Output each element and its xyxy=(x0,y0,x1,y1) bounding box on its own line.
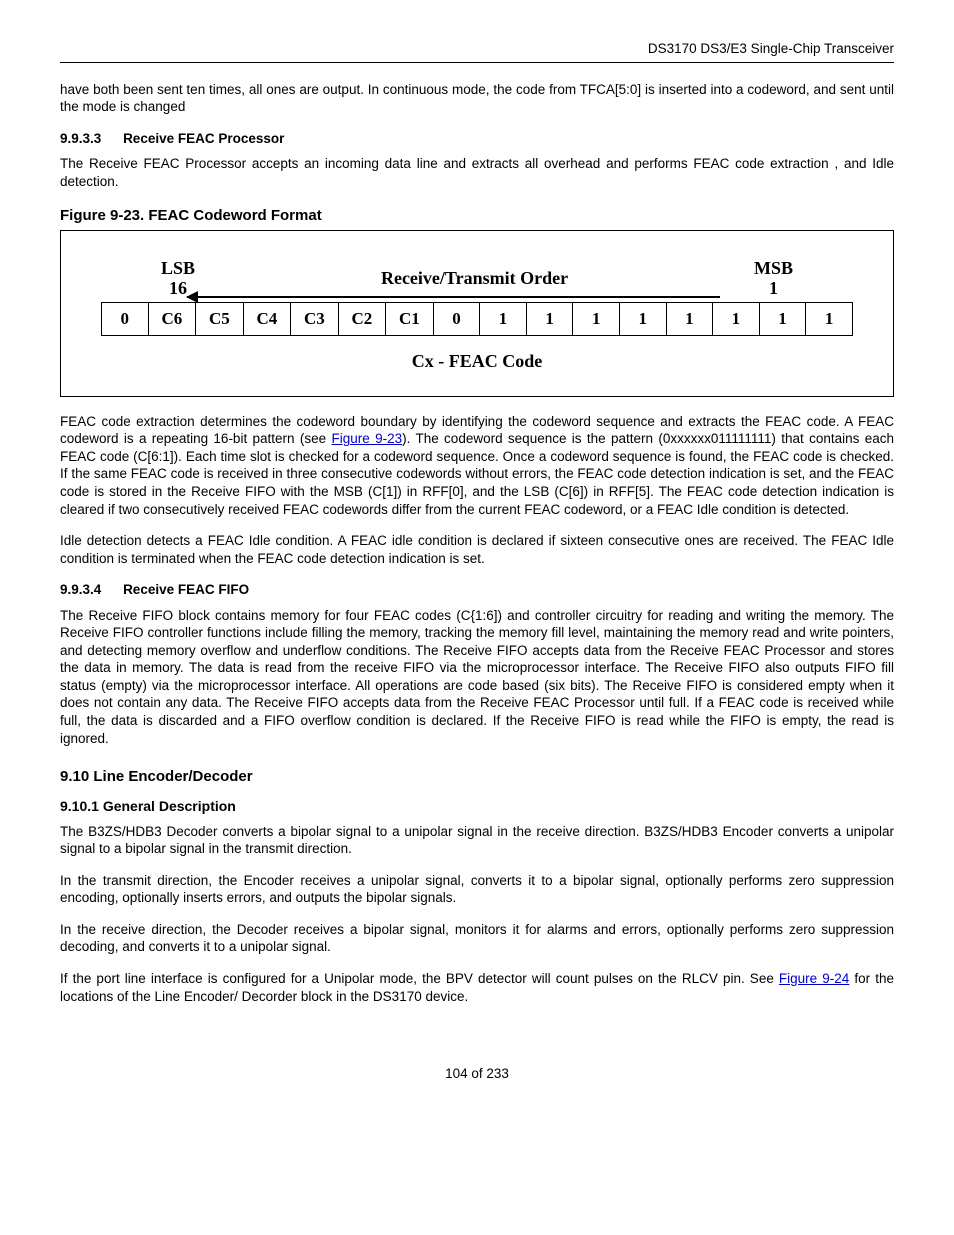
figure-top-labels: LSB 16 Receive/Transmit Order MSB 1 xyxy=(161,259,793,299)
bit-cell: 0 xyxy=(102,303,149,336)
figure-box: LSB 16 Receive/Transmit Order MSB 1 0C6C… xyxy=(60,230,894,397)
section-title: Receive FEAC Processor xyxy=(123,131,284,146)
page-footer: 104 of 233 xyxy=(60,1065,894,1083)
msb-text: MSB xyxy=(754,259,793,279)
bit-cell: 1 xyxy=(713,303,760,336)
bit-cell: C4 xyxy=(243,303,291,336)
page-header: DS3170 DS3/E3 Single-Chip Transceiver xyxy=(60,40,894,63)
section-number: 9.9.3.3 xyxy=(60,130,101,148)
bit-cell: 1 xyxy=(806,303,853,336)
bit-cell: C2 xyxy=(338,303,386,336)
bit-cell: C1 xyxy=(386,303,434,336)
bit-cell: C6 xyxy=(148,303,196,336)
bit-cell: 0 xyxy=(433,303,480,336)
arrow-icon xyxy=(187,296,720,298)
section-number: 9.9.3.4 xyxy=(60,581,101,599)
paragraph-9933: The Receive FEAC Processor accepts an in… xyxy=(60,155,894,190)
paragraph-9101b: In the transmit direction, the Encoder r… xyxy=(60,872,894,907)
msb-num: 1 xyxy=(754,279,793,299)
paragraph-9934: The Receive FIFO block contains memory f… xyxy=(60,607,894,747)
bit-cell: 1 xyxy=(526,303,573,336)
paragraph-idle: Idle detection detects a FEAC Idle condi… xyxy=(60,532,894,567)
bit-cell: 1 xyxy=(666,303,713,336)
figure-link-923[interactable]: Figure 9-23 xyxy=(332,431,403,446)
paragraph-9101c: In the receive direction, the Decoder re… xyxy=(60,921,894,956)
section-title: Receive FEAC FIFO xyxy=(123,582,249,597)
figure-title: Figure 9-23. FEAC Codeword Format xyxy=(60,206,894,226)
bit-cell: 1 xyxy=(480,303,527,336)
bit-table: 0C6C5C4C3C2C1011111111 xyxy=(101,302,853,336)
bit-cell: C5 xyxy=(196,303,244,336)
figure-link-924[interactable]: Figure 9-24 xyxy=(779,971,849,986)
bit-cell: 1 xyxy=(573,303,620,336)
section-9933-heading: 9.9.3.3 Receive FEAC Processor xyxy=(60,130,894,148)
section-910-heading: 9.10 Line Encoder/Decoder xyxy=(60,767,894,787)
lsb-text: LSB xyxy=(161,259,195,279)
bit-cell: C3 xyxy=(291,303,339,336)
bit-cell: 1 xyxy=(759,303,806,336)
section-9101-heading: 9.10.1 General Description xyxy=(60,797,894,815)
intro-paragraph: have both been sent ten times, all ones … xyxy=(60,81,894,116)
receive-transmit-label: Receive/Transmit Order xyxy=(195,267,754,298)
section-9934-heading: 9.9.3.4 Receive FEAC FIFO xyxy=(60,581,894,599)
paragraph-9101a: The B3ZS/HDB3 Decoder converts a bipolar… xyxy=(60,823,894,858)
mid-text: Receive/Transmit Order xyxy=(195,267,754,290)
text-a: If the port line interface is configured… xyxy=(60,971,779,986)
cx-feac-label: Cx - FEAC Code xyxy=(101,350,853,373)
msb-label: MSB 1 xyxy=(754,259,793,299)
paragraph-9101d: If the port line interface is configured… xyxy=(60,970,894,1005)
bit-cell: 1 xyxy=(619,303,666,336)
paragraph-feac-extract: FEAC code extraction determines the code… xyxy=(60,413,894,518)
